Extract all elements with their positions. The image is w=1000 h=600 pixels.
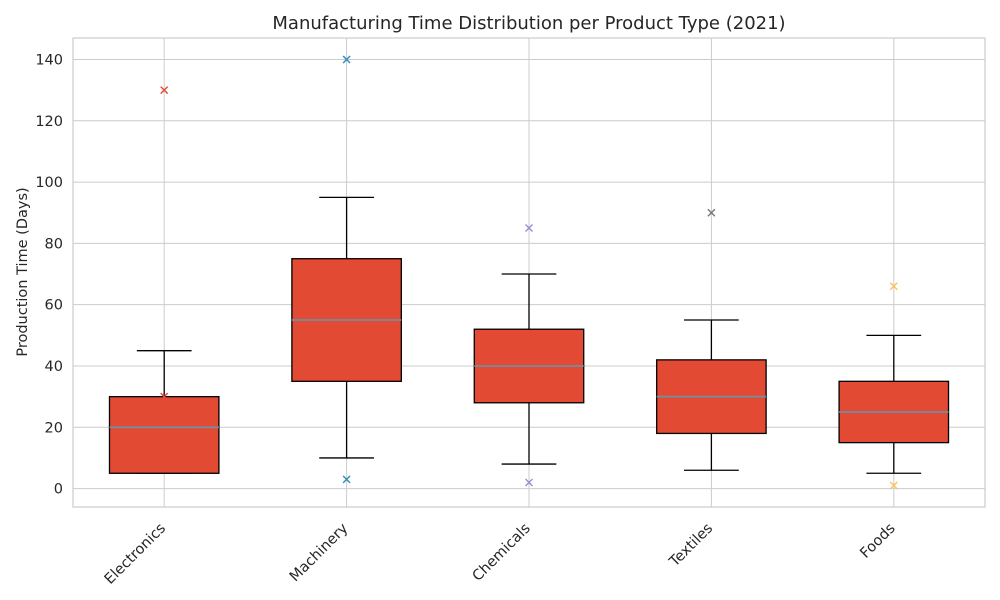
x-tick-label: Electronics	[102, 521, 169, 588]
outlier-marker	[707, 208, 716, 217]
outlier-marker	[889, 481, 898, 490]
chart-title: Manufacturing Time Distribution per Prod…	[272, 13, 785, 34]
x-tick-label: Foods	[857, 521, 898, 562]
outlier-marker	[525, 478, 533, 487]
box-group	[108, 86, 220, 474]
x-tick-label: Chemicals	[470, 521, 534, 585]
x-tick-label: Machinery	[287, 520, 352, 585]
y-tick-label: 120	[35, 114, 63, 130]
y-tick-label: 80	[45, 236, 63, 252]
outlier-marker	[160, 392, 169, 401]
y-tick-label: 0	[54, 482, 63, 498]
y-tick-label: 60	[45, 298, 63, 314]
box-series	[108, 55, 950, 490]
plot-frame	[72, 37, 986, 508]
box-group	[473, 224, 585, 487]
y-tick-label: 20	[45, 420, 63, 436]
outlier-marker	[160, 86, 169, 95]
iqr-box	[108, 395, 220, 474]
y-tick-label: 100	[35, 175, 63, 191]
y-axis-label: Production Time (Days)	[15, 187, 31, 356]
x-tick-labels: Electronics Machinery Chemicals Textiles Foo…	[102, 520, 899, 587]
x-tick-label: Textiles	[666, 521, 716, 571]
y-tick-label: 140	[35, 52, 63, 68]
box-group	[838, 282, 950, 490]
outlier-marker	[342, 475, 351, 484]
y-tick-label: 40	[45, 359, 63, 375]
box-group	[291, 55, 402, 484]
outlier-marker	[889, 282, 898, 291]
y-tick-labels: 0 20 40 60 80 100 120 140	[35, 52, 63, 497]
box-group	[656, 208, 767, 471]
outlier-marker	[342, 55, 351, 64]
outlier-marker	[525, 224, 533, 233]
